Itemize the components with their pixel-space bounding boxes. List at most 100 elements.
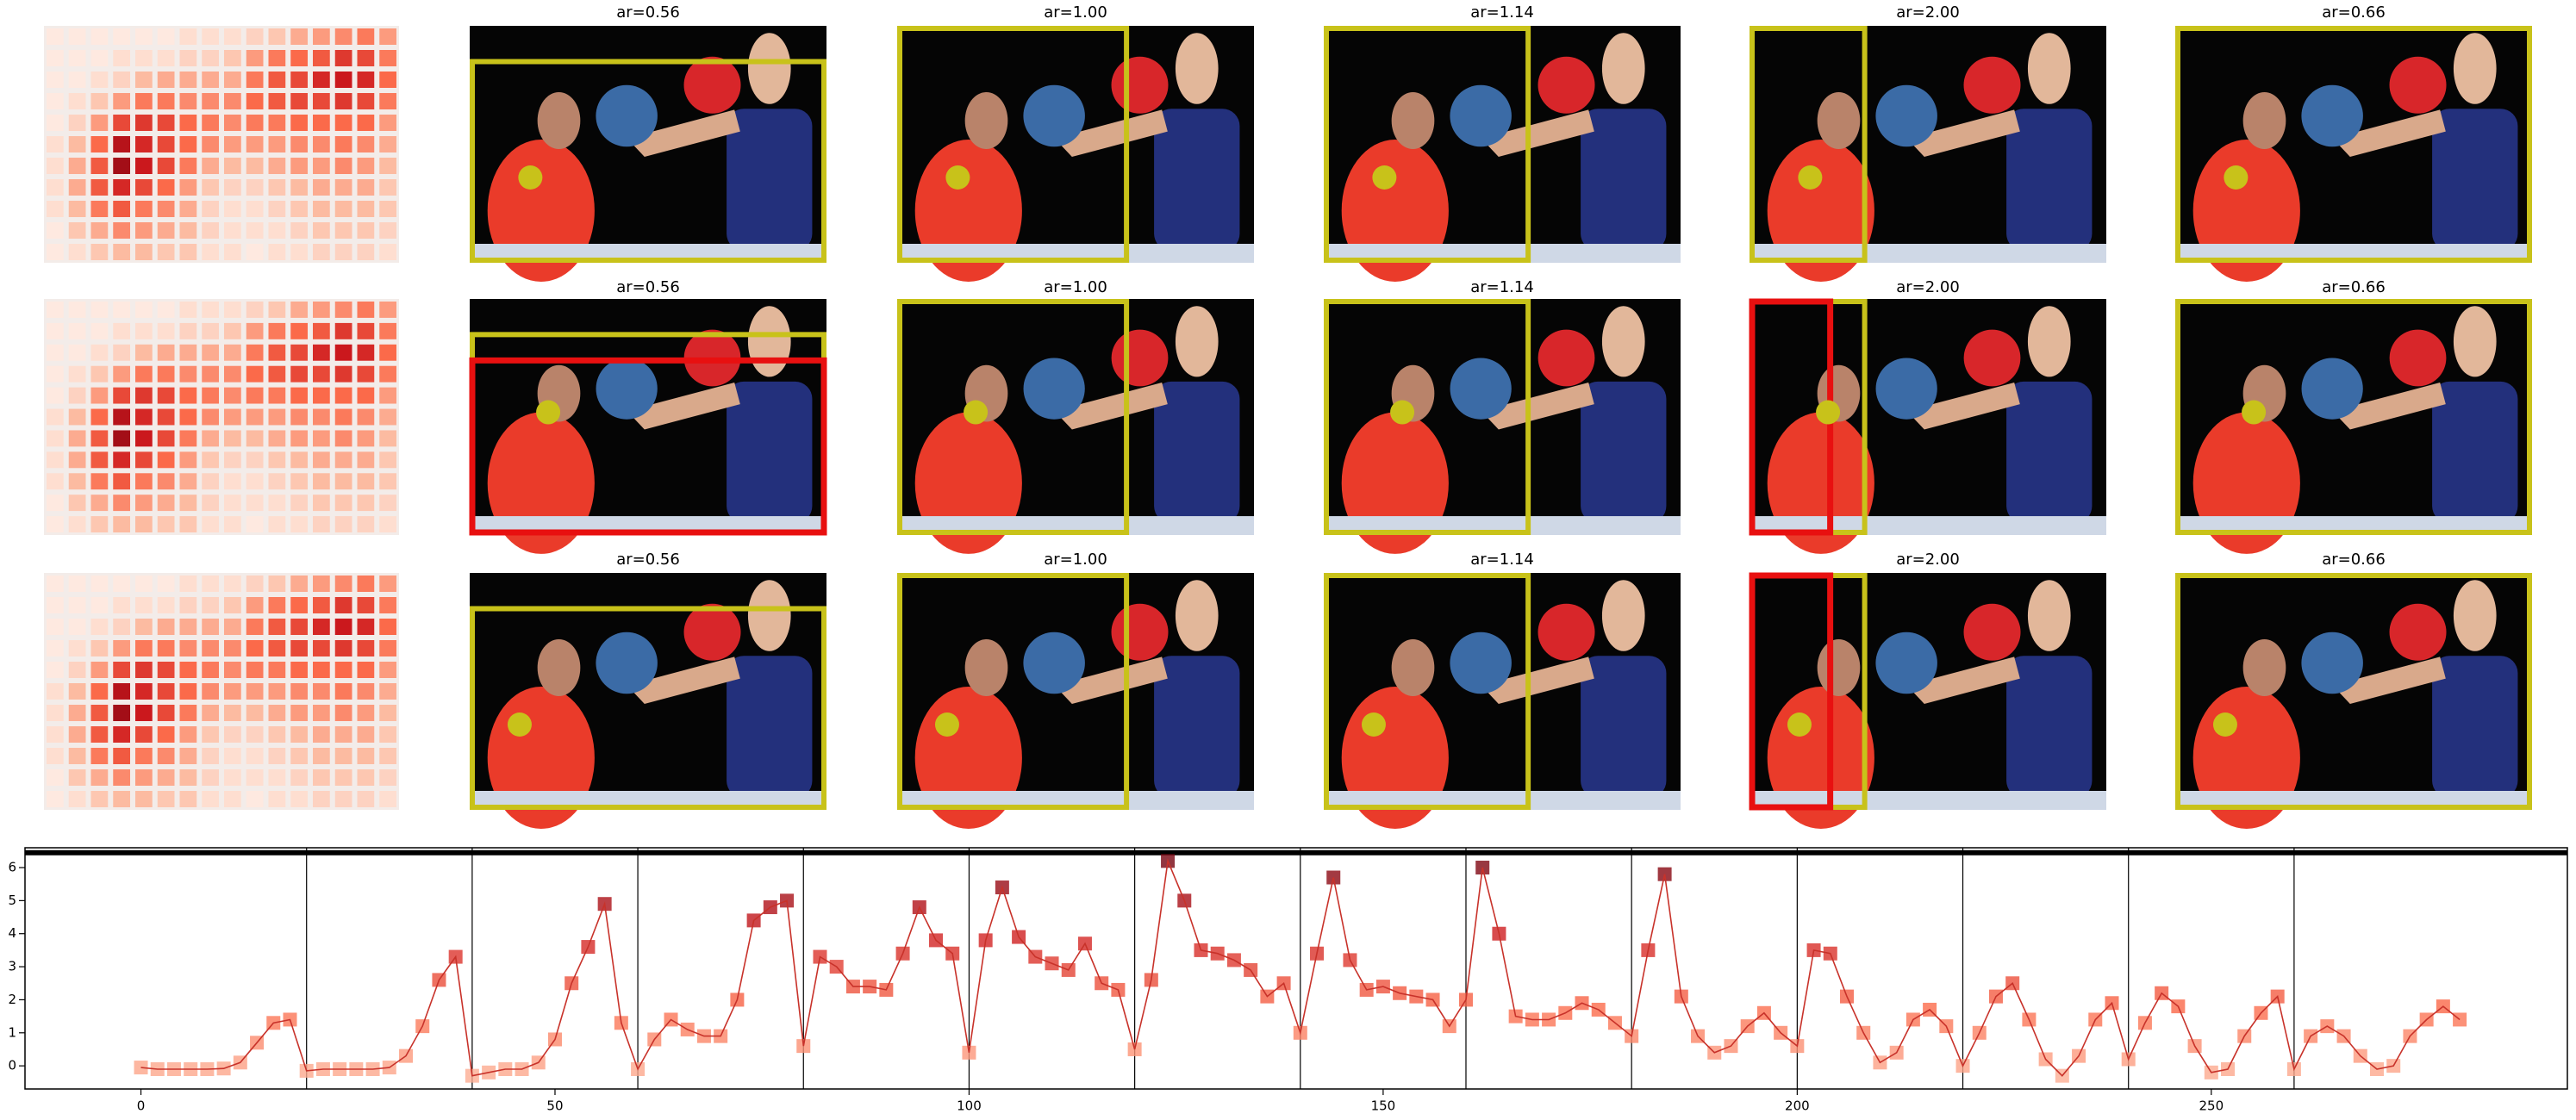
focus-dot xyxy=(1390,400,1415,425)
y-tick-label: 2 xyxy=(8,992,16,1007)
heatmap-cell xyxy=(113,387,130,404)
heatmap-cell xyxy=(68,451,86,469)
red-box xyxy=(1749,572,1834,811)
heatmap-cell xyxy=(334,473,352,490)
heatmap-cell xyxy=(179,72,197,88)
heatmap-cell xyxy=(135,115,153,131)
heatmap-cell xyxy=(334,408,352,426)
heatmap-cell xyxy=(47,158,64,174)
heatmap-cell xyxy=(90,451,109,469)
heatmap-cell xyxy=(313,344,330,361)
heatmap-cell xyxy=(334,662,352,678)
heatmap-cell xyxy=(268,640,286,656)
blue-boxer-head xyxy=(2027,306,2071,377)
panel-title: ar=0.66 xyxy=(2322,3,2386,22)
heatmap-cell xyxy=(90,115,109,131)
heatmap-cell xyxy=(179,576,197,592)
heatmap-cell xyxy=(47,430,64,447)
heatmap-cell xyxy=(68,516,86,532)
heatmap-cell xyxy=(313,451,330,469)
heatmap-cell xyxy=(179,387,197,404)
heatmap-cell xyxy=(290,387,308,404)
heatmap-cell xyxy=(202,344,219,361)
heatmap-cell xyxy=(313,619,330,635)
heatmap-cell xyxy=(246,93,264,109)
heatmap-cell xyxy=(290,683,308,700)
heatmap-cell xyxy=(157,769,175,786)
heatmap-cell xyxy=(268,72,286,88)
blue-boxer-head xyxy=(2027,33,2071,104)
heatmap-cell xyxy=(179,451,197,469)
heatmap-cell xyxy=(68,28,86,45)
heatmap-cell xyxy=(135,791,153,807)
heatmap-cell xyxy=(290,619,308,635)
heatmap-cell xyxy=(290,136,308,152)
heatmap-cell xyxy=(202,302,219,318)
heatmap-cell xyxy=(379,302,396,318)
heatmap-cell xyxy=(246,683,264,700)
heatmap-cell xyxy=(157,387,175,404)
blue-boxer-head xyxy=(1601,33,1645,104)
heatmap-cell xyxy=(157,495,175,512)
red-glove xyxy=(1537,603,1595,661)
heatmap-cell xyxy=(157,791,175,807)
heatmap-cell xyxy=(334,50,352,66)
heatmap-cell xyxy=(157,576,175,592)
heatmap-cell xyxy=(268,451,286,469)
heatmap-cell xyxy=(113,473,130,490)
red-glove xyxy=(1537,56,1595,114)
heatmap-cell xyxy=(268,495,286,512)
panel-title: ar=2.00 xyxy=(1896,551,1960,569)
heatmap-cell xyxy=(379,50,396,66)
photo xyxy=(470,573,826,829)
blue-glove xyxy=(1023,358,1085,420)
heatmap-cell xyxy=(68,201,86,217)
heatmap-cell xyxy=(47,451,64,469)
heatmap-cell xyxy=(47,683,64,700)
heatmap-cell xyxy=(268,344,286,361)
heatmap-cell xyxy=(179,791,197,807)
heatmap-cell xyxy=(157,451,175,469)
heatmap-cell xyxy=(202,72,219,88)
heatmap-cell xyxy=(224,576,241,592)
heatmap-cell xyxy=(334,302,352,318)
red-box xyxy=(469,357,827,536)
heatmap-cell xyxy=(268,597,286,613)
heatmap-cell xyxy=(334,495,352,512)
heatmap-cell xyxy=(246,158,264,174)
heatmap-cell xyxy=(179,322,197,339)
heatmap-cell xyxy=(334,158,352,174)
blue-boxer-torso xyxy=(2006,381,2093,524)
heatmap-cell xyxy=(334,28,352,45)
heatmap-cell xyxy=(379,769,396,786)
blue-glove xyxy=(1450,84,1512,147)
heatmap-cell xyxy=(90,365,109,383)
blue-glove xyxy=(2301,632,2363,694)
heatmap-cell xyxy=(246,408,264,426)
heatmap-cell xyxy=(47,302,64,318)
heatmap-cell xyxy=(179,93,197,109)
panel-title: ar=0.56 xyxy=(616,3,680,22)
crop-box xyxy=(2175,26,2532,263)
heatmap-cell xyxy=(334,93,352,109)
heatmap-cell xyxy=(135,748,153,764)
focus-dot xyxy=(2224,165,2249,190)
heatmap-cell xyxy=(268,201,286,217)
heatmap-cell xyxy=(268,222,286,239)
heatmap-cell xyxy=(290,576,308,592)
heatmap-cell xyxy=(68,769,86,786)
heatmap-cell xyxy=(224,516,241,532)
heatmap-cell xyxy=(268,705,286,721)
blue-boxer-head xyxy=(2453,33,2497,104)
blue-glove xyxy=(596,84,658,147)
heatmap-cell xyxy=(179,136,197,152)
heatmap-cell xyxy=(113,344,130,361)
heatmap-cell xyxy=(224,387,241,404)
heatmap-cell xyxy=(47,322,64,339)
heatmap-cell xyxy=(268,115,286,131)
heatmap-cell xyxy=(202,791,219,807)
heatmap-cell xyxy=(68,726,86,743)
heatmap-cell xyxy=(179,516,197,532)
heatmap-cell xyxy=(135,72,153,88)
heatmap-cell xyxy=(179,50,197,66)
